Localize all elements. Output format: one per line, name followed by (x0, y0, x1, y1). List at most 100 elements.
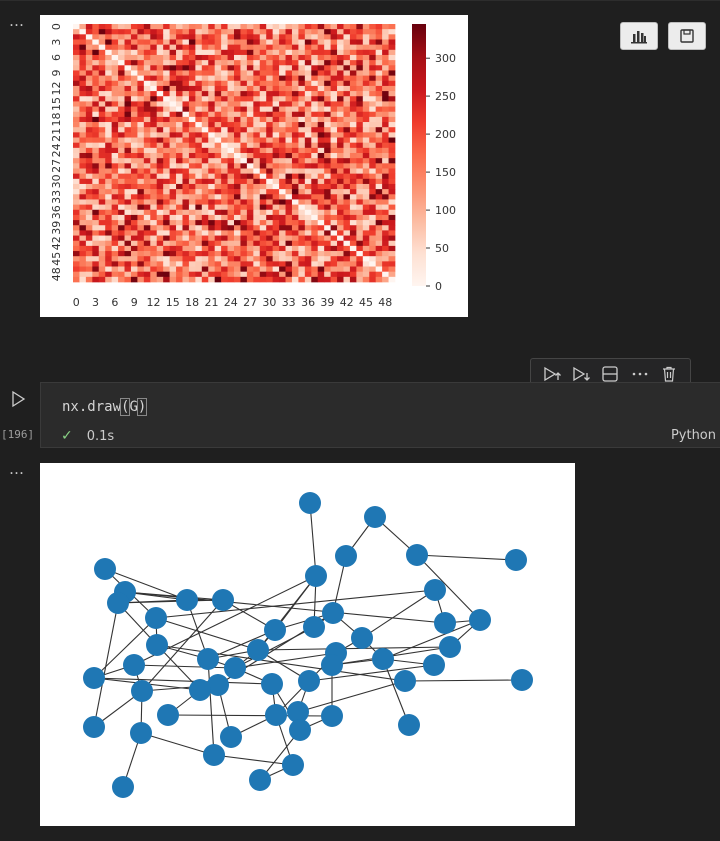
graph-node (439, 636, 461, 658)
more-icon[interactable] (629, 363, 651, 385)
heatmap-cell (362, 65, 370, 71)
heatmap-cell (124, 225, 132, 231)
heatmap-cell (85, 168, 93, 174)
heatmap-cell (317, 106, 325, 113)
heatmap-cell (330, 225, 338, 231)
heatmap-cell (362, 266, 370, 273)
graph-node (321, 654, 343, 676)
split-cell-icon[interactable] (599, 363, 621, 385)
heatmap-cell (343, 220, 351, 226)
heatmap-cell (124, 204, 132, 211)
heatmap-cell (98, 132, 106, 138)
graph-node (224, 657, 246, 679)
heatmap-cell (291, 122, 299, 128)
heatmap-cell (227, 199, 235, 205)
heatmap-cell (240, 245, 248, 252)
heatmap-cell (188, 65, 196, 71)
chart-button[interactable] (620, 22, 658, 50)
heatmap-cell (150, 266, 158, 273)
heatmap-cell (311, 183, 319, 190)
heatmap-cell (349, 127, 357, 133)
heatmap-cell (163, 101, 170, 107)
heatmap-cell (111, 204, 119, 211)
run-cell-button[interactable] (9, 390, 27, 408)
heatmap-cell (311, 122, 319, 128)
heatmap-cell (188, 158, 196, 164)
y-tick-label: 27 (50, 159, 63, 173)
heatmap-cell (92, 214, 100, 221)
heatmap-cell (169, 168, 177, 174)
output-more-button-2[interactable]: … (9, 460, 25, 478)
heatmap-cell (137, 106, 145, 113)
heatmap-cell (105, 132, 112, 138)
heatmap-cell (105, 209, 112, 216)
heatmap-cell (143, 194, 151, 200)
heatmap-cell (124, 54, 132, 61)
execute-above-icon[interactable] (541, 363, 563, 385)
heatmap-cell (298, 96, 306, 102)
heatmap-cell (259, 204, 267, 211)
delete-icon[interactable] (658, 363, 680, 385)
heatmap-cell (259, 39, 267, 45)
heatmap-cell (240, 178, 248, 185)
heatmap-cell (188, 132, 196, 138)
heatmap-cell (201, 168, 209, 174)
graph-edge (234, 652, 337, 669)
heatmap-cell (349, 122, 357, 128)
heatmap-cell (227, 183, 235, 190)
heatmap-cell (362, 276, 370, 283)
heatmap-cell (85, 209, 93, 216)
heatmap-cell (279, 209, 286, 216)
heatmap-cell (214, 178, 222, 185)
heatmap-cell (272, 168, 280, 174)
heatmap-cell (324, 276, 331, 283)
heatmap-cell (227, 85, 235, 92)
heatmap-cell (285, 54, 293, 61)
heatmap-cell (356, 276, 364, 283)
heatmap-cell (324, 116, 331, 123)
heatmap-cell (382, 230, 389, 236)
heatmap-cell (214, 111, 222, 118)
heatmap-cell (343, 225, 351, 231)
heatmap-cell (266, 276, 273, 283)
heatmap-cell (382, 153, 389, 159)
heatmap-cell (130, 173, 138, 180)
heatmap-cell (311, 147, 319, 154)
code-cell[interactable]: nx.draw(G) ✓ 0.1s Python (40, 382, 720, 448)
heatmap-cell (272, 80, 280, 87)
heatmap-cell (163, 245, 170, 252)
heatmap-cell (130, 106, 138, 113)
graph-node (505, 549, 527, 571)
heatmap-cell (73, 70, 80, 76)
heatmap-cell (388, 70, 396, 76)
heatmap-cell (349, 183, 357, 190)
heatmap-cell (221, 29, 228, 35)
graph-node (176, 589, 198, 611)
heatmap-cell (240, 132, 248, 138)
heatmap-cell (182, 137, 190, 144)
heatmap-cell (130, 240, 138, 247)
heatmap-cell (227, 132, 235, 138)
heatmap-cell (337, 122, 344, 128)
heatmap-cell (201, 142, 209, 149)
heatmap-cell (285, 29, 293, 35)
code-editor[interactable]: nx.draw(G) (62, 398, 148, 416)
execute-below-icon[interactable] (570, 363, 592, 385)
heatmap-cell (208, 251, 216, 257)
heatmap-cell (214, 209, 222, 216)
heatmap-cell (349, 230, 357, 236)
output-more-button[interactable]: … (9, 12, 25, 30)
heatmap-cell (79, 183, 87, 190)
heatmap-cell (188, 39, 196, 45)
heatmap-cell (279, 24, 286, 30)
heatmap-cell (143, 261, 151, 267)
heatmap-cell (317, 111, 325, 118)
heatmap-cell (285, 85, 293, 92)
heatmap-cell (195, 240, 203, 247)
save-button[interactable] (668, 22, 706, 50)
language-label[interactable]: Python (670, 428, 716, 443)
heatmap-cell (343, 158, 351, 164)
heatmap-cell (227, 173, 235, 180)
heatmap-cell (279, 101, 286, 107)
heatmap-cell (188, 220, 196, 226)
